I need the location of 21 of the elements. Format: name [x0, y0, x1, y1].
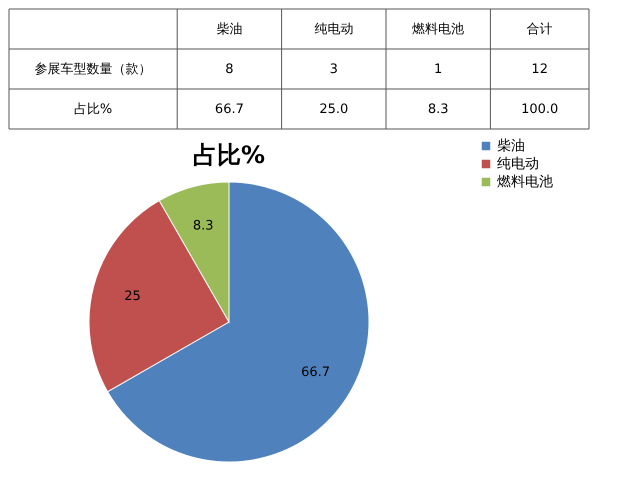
text: 3: [330, 62, 338, 77]
text: 25.0: [319, 102, 348, 117]
text: 合计: [526, 22, 553, 37]
text: 1: [434, 62, 442, 77]
text: 燃料电池: [412, 22, 464, 37]
data-label: 25: [124, 288, 141, 304]
text: 纯电动: [314, 22, 354, 37]
text: 12: [531, 62, 548, 77]
legend-label: 柴油: [497, 138, 525, 154]
text: 占比%: [192, 141, 266, 169]
text: 8.3: [428, 102, 449, 117]
legend-label: 纯电动: [497, 156, 539, 172]
text: 参展车型数量（款）: [34, 62, 152, 77]
data-label: 66.7: [214, 102, 244, 117]
text: 100.0: [521, 102, 558, 117]
text: 66.7: [301, 365, 330, 380]
text: 柴油: [216, 22, 242, 37]
legend-label: 燃料电池: [497, 174, 553, 190]
text: 占比%: [74, 102, 112, 117]
text: 8: [225, 62, 234, 77]
data-label: 8.3: [192, 218, 214, 234]
